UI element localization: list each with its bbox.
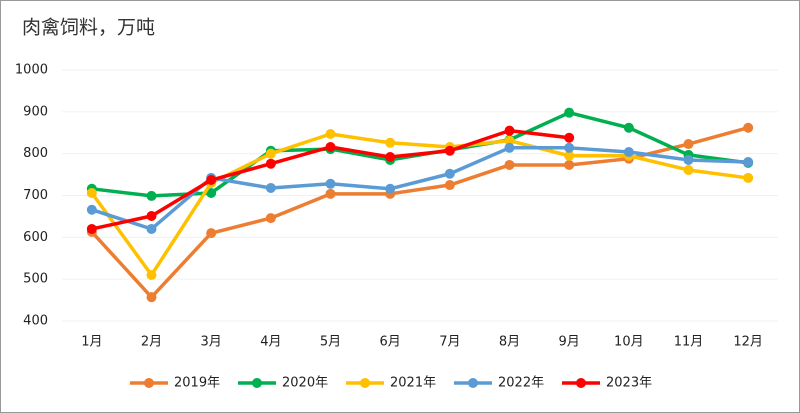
legend-marker	[144, 378, 154, 388]
legend-label: 2022年	[498, 376, 544, 391]
x-tick-label: 6月	[380, 335, 401, 350]
data-point	[504, 135, 515, 146]
series-line	[90, 132, 749, 277]
data-point	[743, 122, 754, 133]
x-tick-label: 10月	[614, 335, 644, 350]
data-point	[504, 159, 515, 170]
y-tick-label: 700	[23, 188, 48, 203]
legend-label: 2023年	[606, 376, 652, 391]
y-tick-label: 500	[23, 272, 48, 287]
x-tick-label: 3月	[201, 335, 222, 350]
x-tick-label: 2月	[141, 335, 162, 350]
legend-marker	[468, 378, 478, 388]
y-tick-label: 400	[23, 314, 48, 329]
data-point	[86, 187, 97, 198]
chart-title: 肉禽饲料，万吨	[22, 17, 155, 39]
data-point	[564, 142, 575, 153]
legend-marker	[252, 378, 262, 388]
data-point	[325, 178, 336, 189]
data-point	[683, 139, 694, 150]
x-tick-label: 11月	[674, 335, 704, 350]
data-point	[146, 223, 157, 234]
x-tick-label: 9月	[559, 335, 580, 350]
data-point	[86, 204, 97, 215]
data-point	[564, 132, 575, 143]
data-point	[385, 137, 396, 148]
series-line	[90, 126, 749, 299]
data-point	[86, 223, 97, 234]
data-point	[504, 142, 515, 153]
data-point	[146, 292, 157, 303]
data-point	[623, 122, 634, 133]
data-point	[265, 182, 276, 193]
data-point	[265, 148, 276, 159]
y-tick-label: 800	[23, 146, 48, 161]
data-point	[206, 175, 217, 186]
y-tick-label: 1000	[15, 63, 48, 78]
legend-label: 2021年	[390, 376, 436, 391]
data-point	[206, 187, 217, 198]
data-point	[146, 269, 157, 280]
data-point	[385, 183, 396, 194]
data-point	[444, 145, 455, 156]
data-point	[564, 107, 575, 118]
data-point	[146, 210, 157, 221]
x-tick-label: 4月	[260, 335, 281, 350]
data-point	[325, 129, 336, 140]
y-tick-label: 900	[23, 104, 48, 119]
data-point	[743, 157, 754, 168]
legend-label: 2020年	[282, 376, 328, 391]
data-point	[564, 150, 575, 161]
data-point	[265, 158, 276, 169]
x-tick-label: 5月	[320, 335, 341, 350]
data-point	[564, 159, 575, 170]
data-point	[385, 152, 396, 163]
data-point	[504, 125, 515, 136]
data-point	[146, 190, 157, 201]
legend-marker	[576, 378, 586, 388]
data-point	[325, 141, 336, 152]
data-point	[683, 164, 694, 175]
data-point	[265, 213, 276, 224]
legend-label: 2019年	[174, 376, 220, 391]
data-point	[623, 146, 634, 157]
x-tick-label: 1月	[81, 335, 102, 350]
x-tick-label: 12月	[733, 335, 763, 350]
data-point	[325, 188, 336, 199]
y-tick-label: 600	[23, 230, 48, 245]
data-point	[683, 154, 694, 165]
legend-marker	[360, 378, 370, 388]
data-point	[206, 228, 217, 239]
x-tick-label: 8月	[499, 335, 520, 350]
data-point	[743, 172, 754, 183]
data-point	[444, 168, 455, 179]
x-tick-label: 7月	[439, 335, 460, 350]
data-point	[444, 180, 455, 191]
